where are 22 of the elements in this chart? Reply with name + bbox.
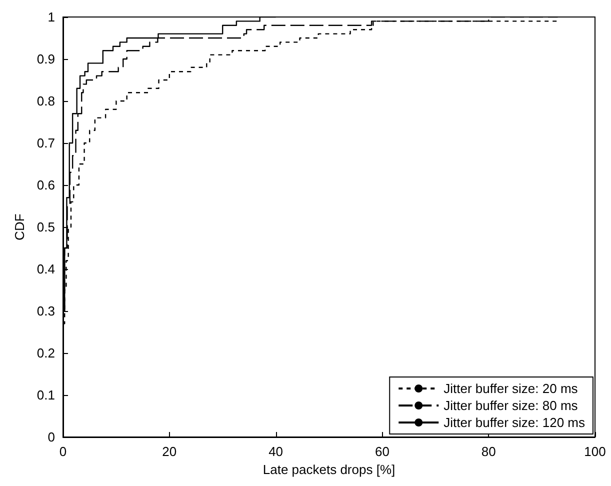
y-tick-label: 0.3 bbox=[36, 304, 55, 318]
legend-label: Jitter buffer size: 120 ms bbox=[444, 415, 586, 430]
x-tick-label: 0 bbox=[59, 444, 67, 459]
y-axis-title: CDF bbox=[12, 214, 28, 240]
y-tick-label: 0.2 bbox=[36, 346, 55, 360]
y-tick-label: 0 bbox=[48, 430, 55, 444]
x-tick-label: 60 bbox=[374, 444, 390, 459]
y-tick-label: 0.6 bbox=[36, 178, 55, 192]
x-tick-label: 20 bbox=[162, 444, 177, 459]
y-tick-label: 0.1 bbox=[36, 388, 55, 402]
y-tick-label: 0.5 bbox=[36, 220, 55, 234]
x-tick-label: 40 bbox=[268, 444, 284, 459]
y-tick-label: 0.9 bbox=[36, 52, 55, 66]
x-axis-title: Late packets drops [%] bbox=[262, 462, 396, 477]
y-tick-label: 0.4 bbox=[36, 262, 55, 276]
x-tick-label: 80 bbox=[481, 444, 496, 459]
legend-label: Jitter buffer size: 20 ms bbox=[444, 381, 578, 396]
y-tick-label: 1 bbox=[48, 10, 55, 24]
legend-label: Jitter buffer size: 80 ms bbox=[444, 398, 578, 413]
y-tick-label: 0.8 bbox=[36, 94, 55, 108]
y-tick-label: 0.7 bbox=[36, 136, 55, 150]
x-tick-label: 100 bbox=[584, 444, 606, 459]
